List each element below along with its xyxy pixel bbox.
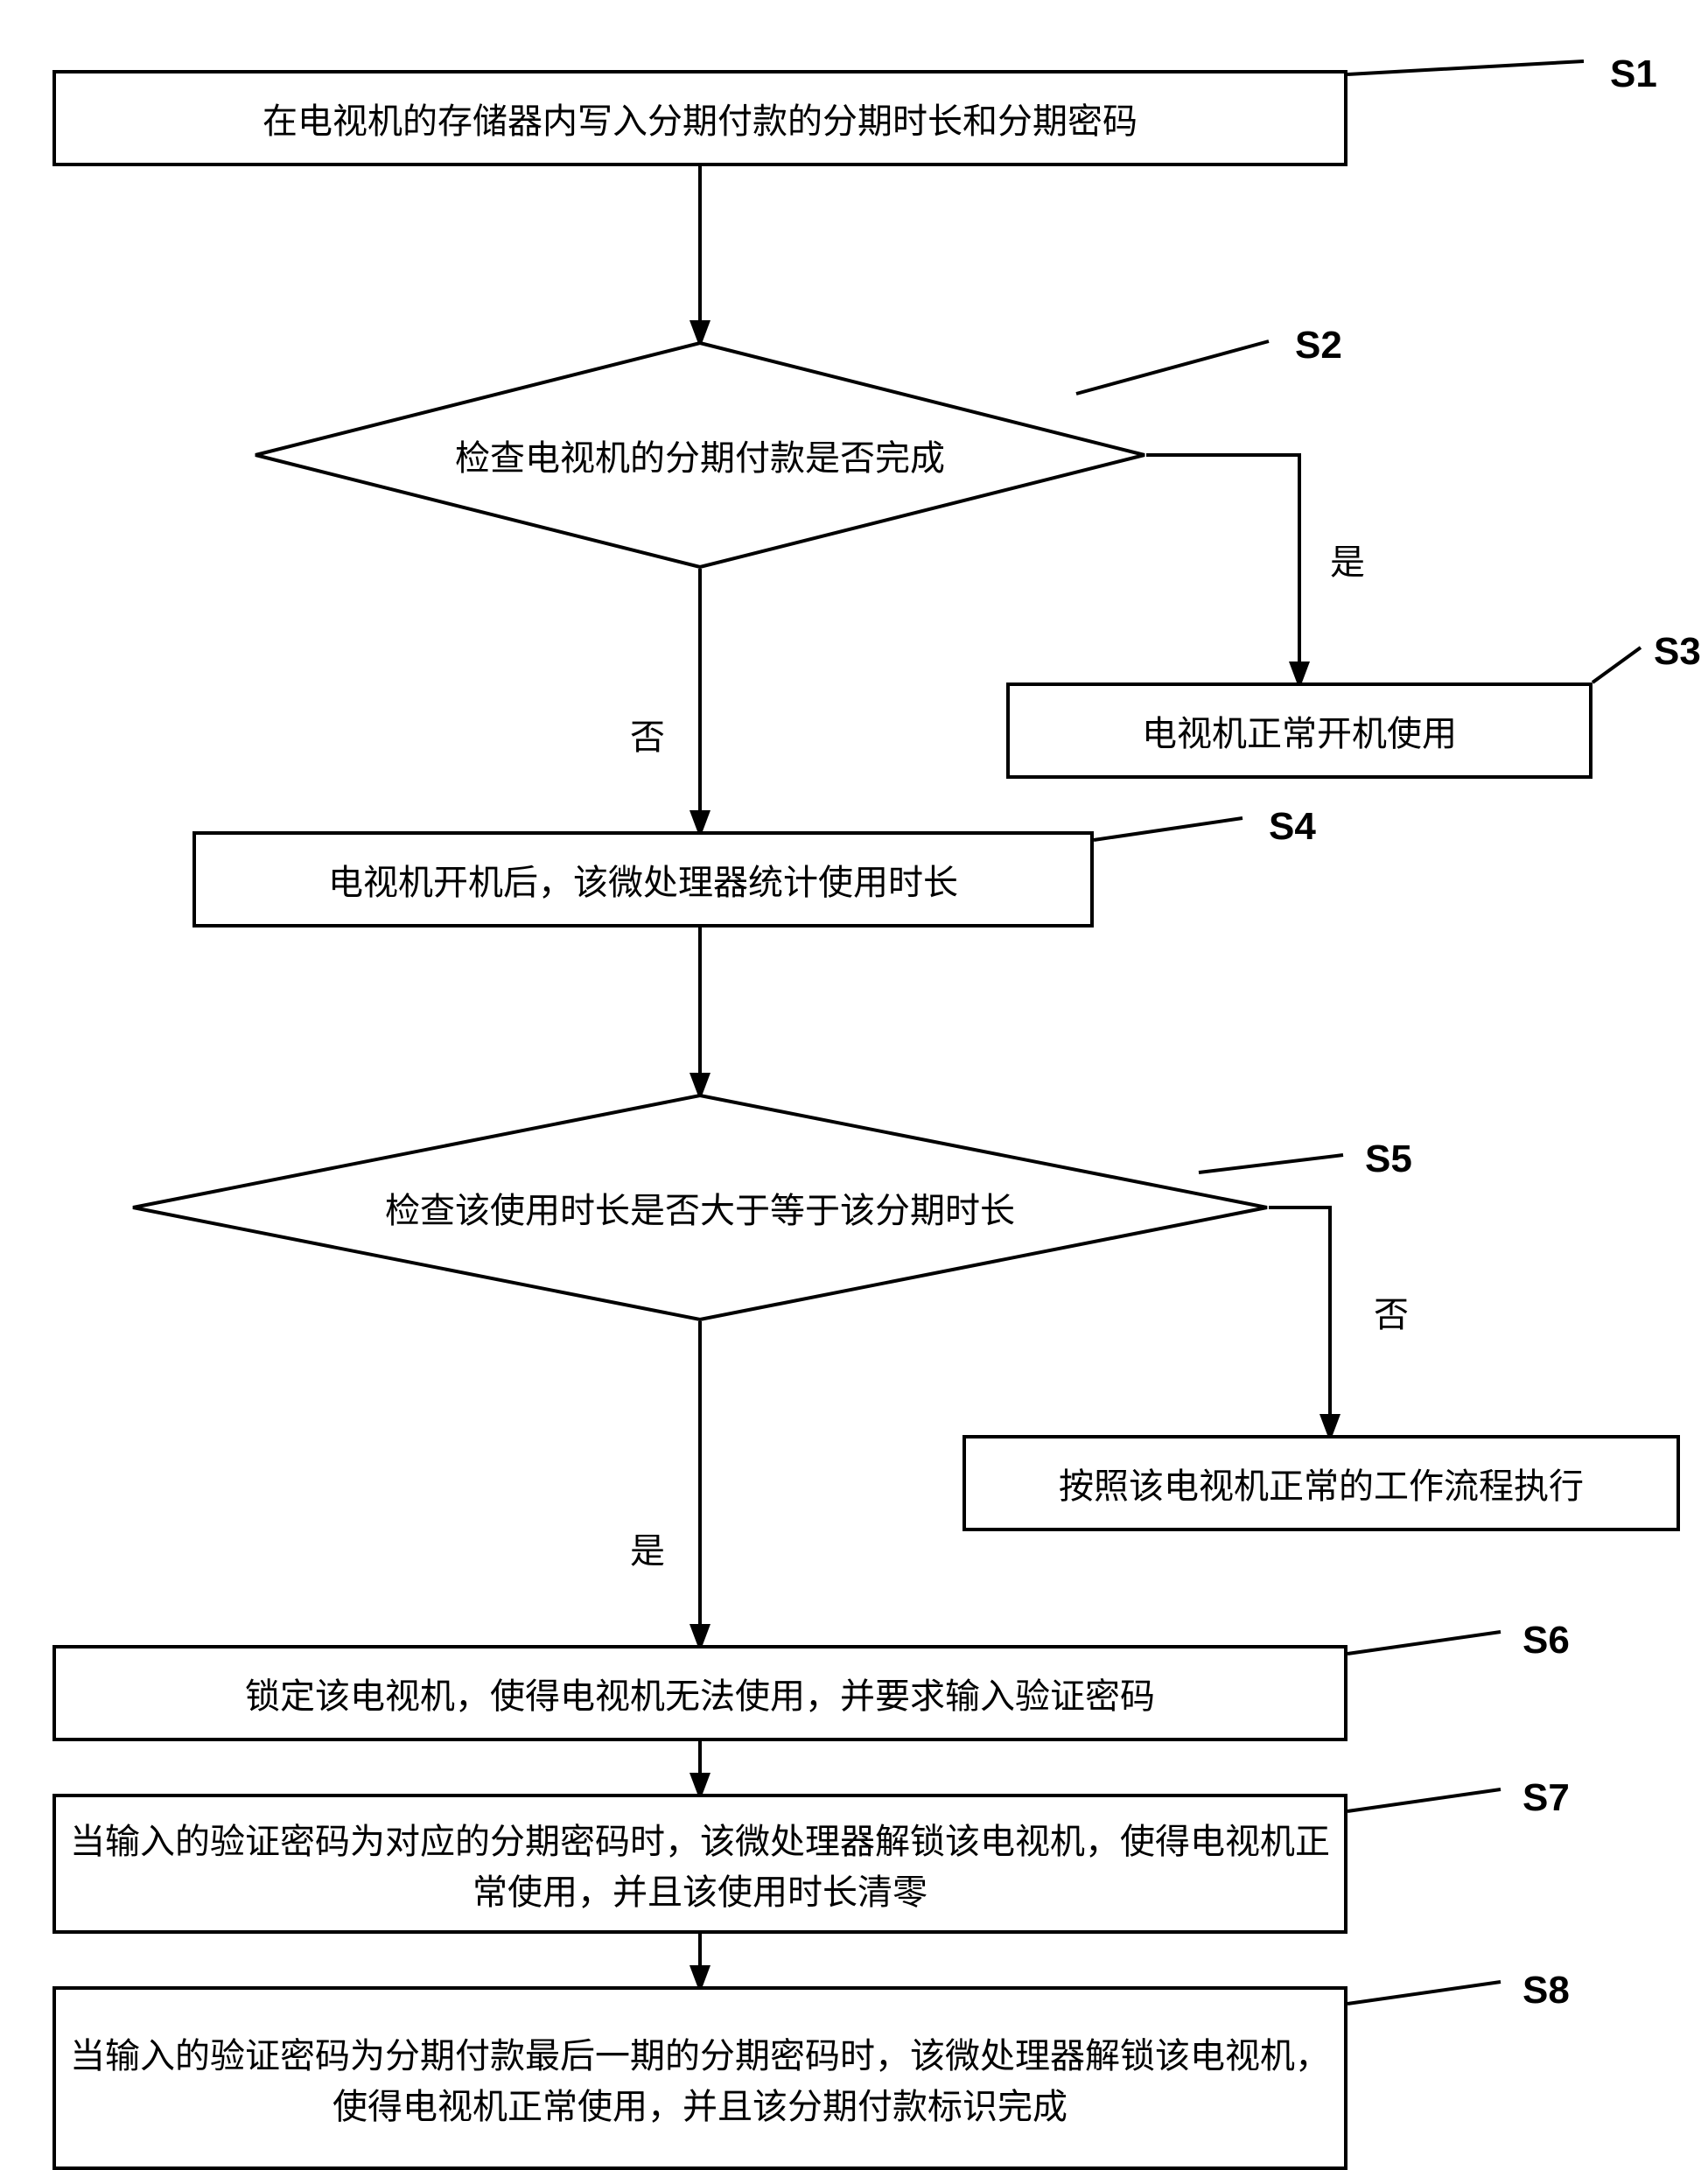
process-text: 按照该电视机正常的工作流程执行 — [1059, 1458, 1584, 1508]
flowchart-canvas: 在电视机的存储器内写入分期付款的分期时长和分期密码检查电视机的分期付款是否完成电… — [18, 18, 1708, 2124]
process-s4: 电视机开机后，该微处理器统计使用时长 — [192, 831, 1094, 928]
step-label-s1: S1 — [1610, 52, 1657, 96]
process-text: 在电视机的存储器内写入分期付款的分期时长和分期密码 — [262, 93, 1138, 144]
decision-text: 检查该使用时长是否大于等于该分期时长 — [385, 1182, 1015, 1233]
process-s3: 电视机正常开机使用 — [1006, 682, 1592, 779]
step-label-s3: S3 — [1654, 630, 1701, 674]
edge-label-s5-s5no: 否 — [1374, 1286, 1409, 1337]
step-label-s5: S5 — [1365, 1138, 1412, 1181]
process-s5no: 按照该电视机正常的工作流程执行 — [962, 1435, 1680, 1531]
decision-s5: 检查该使用时长是否大于等于该分期时长 — [131, 1094, 1269, 1321]
process-text: 当输入的验证密码为分期付款最后一期的分期密码时，该微处理器解锁该电视机，使得电视… — [70, 2027, 1330, 2129]
edge-label-s2-s3: 是 — [1330, 534, 1365, 584]
edge-label-s2-s4: 否 — [630, 709, 665, 760]
edge-label-s5-s6: 是 — [630, 1522, 665, 1573]
edge-s5-s5no — [1269, 1208, 1330, 1435]
step-label-s2: S2 — [1295, 324, 1342, 368]
step-label-s7: S7 — [1522, 1776, 1570, 1820]
process-text: 电视机正常开机使用 — [1142, 705, 1457, 756]
process-text: 电视机开机后，该微处理器统计使用时长 — [328, 854, 958, 905]
decision-text: 检查电视机的分期付款是否完成 — [455, 430, 945, 480]
decision-s2: 检查电视机的分期付款是否完成 — [254, 341, 1146, 569]
process-s7: 当输入的验证密码为对应的分期密码时，该微处理器解锁该电视机，使得电视机正常使用，… — [52, 1794, 1348, 1934]
process-text: 锁定该电视机，使得电视机无法使用，并要求输入验证密码 — [245, 1668, 1155, 1718]
process-s6: 锁定该电视机，使得电视机无法使用，并要求输入验证密码 — [52, 1645, 1348, 1741]
process-s8: 当输入的验证密码为分期付款最后一期的分期密码时，该微处理器解锁该电视机，使得电视… — [52, 1986, 1348, 2170]
step-label-s4: S4 — [1269, 805, 1316, 849]
process-s1: 在电视机的存储器内写入分期付款的分期时长和分期密码 — [52, 70, 1348, 166]
step-label-s8: S8 — [1522, 1969, 1570, 2012]
edge-s2-s3 — [1146, 455, 1299, 682]
step-label-s6: S6 — [1522, 1619, 1570, 1662]
process-text: 当输入的验证密码为对应的分期密码时，该微处理器解锁该电视机，使得电视机正常使用，… — [70, 1813, 1330, 1914]
